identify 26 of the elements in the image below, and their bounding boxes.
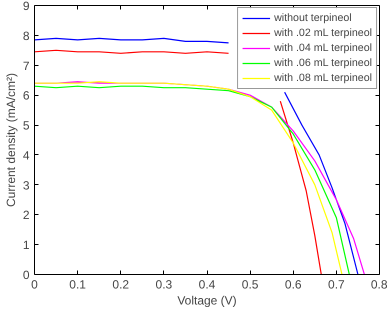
legend-label: with .04 mL terpineol	[274, 42, 372, 54]
y-tick-label: 1	[22, 238, 30, 252]
x-tick-label: 0.7	[328, 278, 346, 292]
x-tick-label: 0	[31, 278, 38, 292]
x-tick-label: 0.8	[370, 278, 387, 292]
y-tick-label: 9	[22, 0, 30, 13]
x-tick-label: 0.5	[242, 278, 259, 292]
y-tick-label: 3	[22, 178, 30, 192]
legend-label: with .08 mL terpineol	[274, 72, 372, 84]
y-tick-label: 4	[22, 148, 30, 162]
y-tick-label: 6	[22, 88, 30, 103]
x-axis-title: Voltage (V)	[177, 294, 237, 308]
legend-label: without terpineol	[274, 12, 352, 24]
y-tick-label: 7	[22, 58, 30, 73]
x-tick-label: 0.3	[156, 278, 173, 292]
legend-label: with .02 mL terpineol	[274, 27, 372, 39]
y-tick-label: 5	[22, 118, 30, 133]
x-tick-label: 0.6	[284, 278, 302, 292]
x-tick-label: 0.2	[112, 278, 130, 292]
y-tick-label: 2	[22, 208, 30, 222]
y-tick-label: 8	[22, 28, 30, 43]
y-axis-title: Current density (mA/cm²)	[4, 72, 18, 208]
x-tick-label: 0.1	[69, 278, 86, 292]
y-tick-label: 0	[22, 268, 30, 282]
x-tick-label: 0.4	[198, 278, 216, 292]
legend-label: with .06 mL terpineol	[274, 57, 372, 69]
